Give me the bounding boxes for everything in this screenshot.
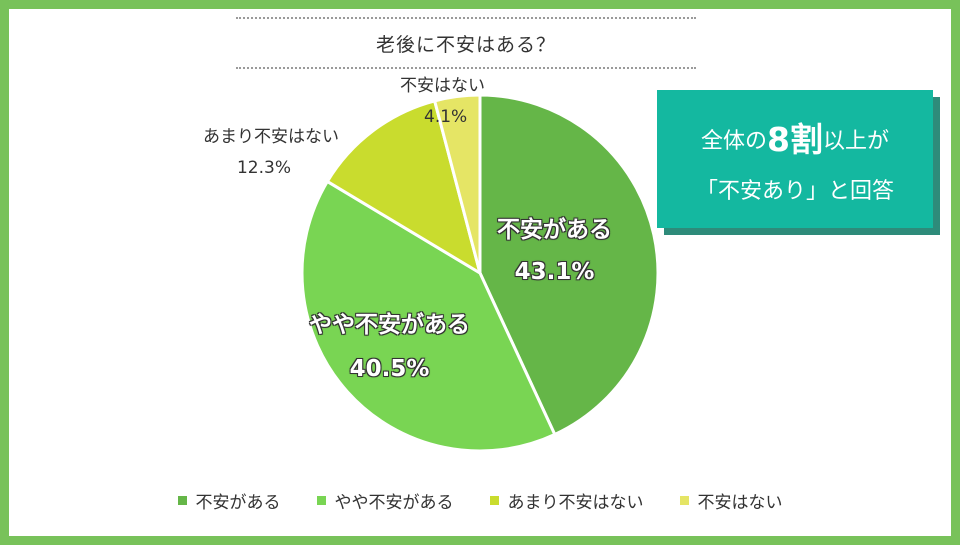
chart-title-box: 老後に不安はある？ [236, 17, 696, 69]
callout-post: 以上が [822, 129, 889, 154]
legend-label-3: 不安はない [697, 492, 783, 513]
chart-title: 老後に不安はある？ [375, 33, 556, 56]
slice-label-2: あまり不安はない 12.3% [203, 129, 339, 177]
slice-label-3: 不安はない 4.1% [400, 78, 485, 126]
legend-item-0: 不安がある [177, 488, 281, 513]
summary-callout: 全体の8割以上が 「不安あり」と回答 [657, 90, 933, 228]
legend-swatch-3 [679, 495, 689, 505]
slice-label-1: やや不安がある 40.5% [309, 314, 470, 381]
callout-line-1: 全体の8割以上が [701, 113, 889, 161]
slice-label-1-value: 40.5% [349, 356, 430, 382]
legend-label-1: やや不安がある [334, 492, 454, 513]
legend-label-0: 不安がある [195, 492, 281, 513]
legend-label-2: あまり不安はない [507, 492, 644, 513]
pie-slice-2 [325, 99, 483, 277]
callout-highlight: 8割 [767, 120, 823, 159]
callout-pre: 全体の [701, 129, 768, 154]
callout-line-2: 「不安あり」と回答 [695, 179, 894, 204]
slice-label-0: 不安がある 43.1% [497, 219, 612, 284]
slice-label-1-name: やや不安がある [309, 312, 470, 338]
legend-item-3: 不安はない [679, 488, 783, 513]
pie-slice-3 [432, 93, 482, 274]
slice-label-0-value: 43.1% [514, 259, 595, 285]
legend-item-1: やや不安がある [316, 488, 454, 513]
slice-label-3-name: 不安はない [400, 76, 485, 96]
slice-label-3-value: 4.1% [424, 107, 468, 127]
slice-label-2-name: あまり不安はない [203, 127, 339, 147]
pie-slice-1 [300, 179, 557, 453]
slice-label-2-value: 12.3% [236, 158, 291, 178]
legend-swatch-1 [316, 495, 326, 505]
legend-item-2: あまり不安はない [489, 488, 644, 513]
slice-label-0-name: 不安がある [497, 217, 612, 243]
legend: 不安がある やや不安がある あまり不安はない 不安はない [0, 488, 960, 513]
pie-slice-0 [478, 93, 660, 437]
legend-swatch-0 [177, 495, 187, 505]
legend-swatch-2 [489, 495, 499, 505]
